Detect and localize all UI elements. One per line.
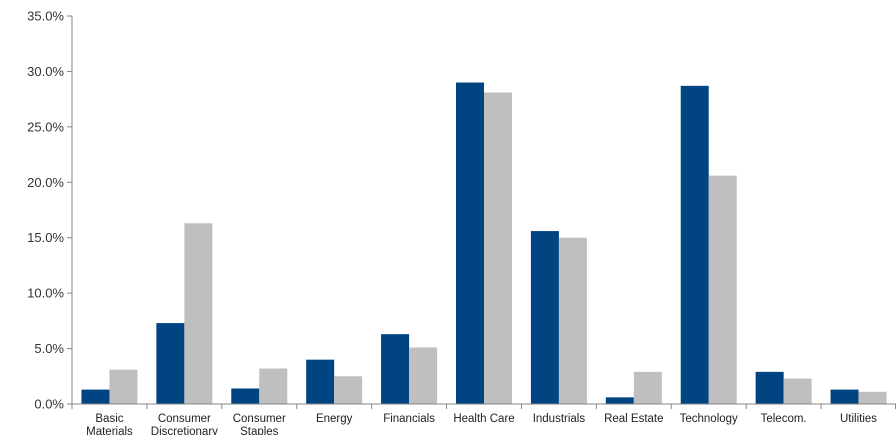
bars bbox=[81, 82, 887, 405]
bar-series-2 bbox=[334, 376, 363, 404]
bar-series-2 bbox=[858, 391, 887, 404]
y-tick-label: 35.0% bbox=[27, 9, 64, 24]
bar-series-2 bbox=[184, 223, 213, 404]
bar-series-2 bbox=[259, 368, 288, 404]
y-axis: 0.0% 5.0% 10.0% 15.0% 20.0% 25.0% 30.0% 35.0% bbox=[27, 9, 73, 412]
x-category-label: Materials bbox=[86, 426, 133, 435]
bar-series-2 bbox=[109, 369, 138, 404]
x-axis: BasicMaterialsConsumerDiscretionaryConsu… bbox=[71, 403, 896, 435]
y-tick-label: 5.0% bbox=[34, 341, 64, 356]
x-category-label: Telecom. bbox=[761, 413, 807, 425]
bar-series-1 bbox=[381, 334, 410, 404]
bar-series-1 bbox=[306, 359, 335, 404]
x-category-label: Utilities bbox=[840, 413, 877, 425]
bar-series-2 bbox=[558, 237, 587, 404]
x-category-label: Financials bbox=[383, 413, 435, 425]
y-tick-label: 0.0% bbox=[34, 397, 64, 412]
x-category-label: Health Care bbox=[453, 413, 514, 425]
bar-series-1 bbox=[755, 371, 784, 404]
y-tick-label: 10.0% bbox=[27, 286, 64, 301]
bar-series-1 bbox=[605, 397, 634, 404]
x-category-label: Technology bbox=[680, 413, 738, 425]
x-category-label: Discretionary bbox=[151, 426, 218, 435]
y-tick-label: 25.0% bbox=[27, 119, 64, 134]
bar-series-2 bbox=[409, 347, 438, 404]
bar-series-2 bbox=[783, 378, 812, 404]
x-category-label: Energy bbox=[316, 413, 353, 425]
x-category-label: Staples bbox=[240, 426, 279, 435]
bar-series-1 bbox=[680, 85, 709, 404]
y-tick-label: 30.0% bbox=[27, 64, 64, 79]
bar-series-1 bbox=[231, 388, 260, 404]
y-tick-label: 15.0% bbox=[27, 230, 64, 245]
bar-series-1 bbox=[81, 389, 110, 404]
bar-series-2 bbox=[708, 175, 737, 404]
bar-series-1 bbox=[530, 231, 559, 404]
bar-series-2 bbox=[484, 92, 512, 405]
bar-series-1 bbox=[456, 82, 484, 404]
x-category-label: Consumer bbox=[158, 413, 211, 425]
y-tick-label: 20.0% bbox=[27, 175, 64, 190]
x-category-label: Consumer bbox=[233, 413, 286, 425]
bar-series-2 bbox=[633, 371, 662, 404]
x-category-label: Basic bbox=[95, 413, 123, 425]
x-category-label: Real Estate bbox=[604, 413, 663, 425]
x-category-label: Industrials bbox=[533, 413, 586, 425]
bar-series-1 bbox=[830, 389, 859, 404]
bar-series-1 bbox=[156, 323, 185, 404]
